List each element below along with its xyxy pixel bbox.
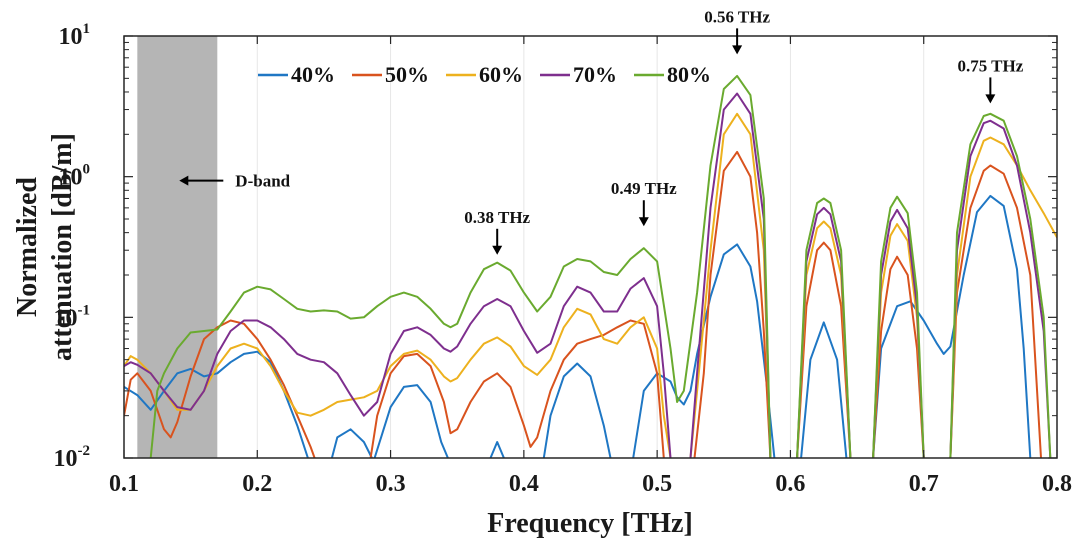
annotation-label: 0.49 THz [611,179,677,198]
legend-label: 80% [667,62,711,87]
legend-label: 40% [291,62,335,87]
tick-marks [123,35,1058,459]
series-line-50pct [124,150,1042,458]
annotation-arrow-head [985,94,996,104]
x-tick-label: 0.5 [642,471,672,497]
grid-lines [256,36,925,458]
legend-label: 70% [573,62,617,87]
annotation: 0.75 THz [957,56,1024,104]
series-line-70pct [124,92,1052,458]
annotation-arrow-head [492,245,503,255]
d-band-shaded-region [137,36,218,458]
annotation-label: D-band [235,172,290,191]
series-line-80pct [149,74,1052,458]
annotation-arrow-head [638,217,649,227]
x-tick-label: 0.4 [509,471,539,497]
x-tick-label: 0.8 [1042,471,1072,497]
annotation-label: 0.56 THz [704,7,770,26]
legend-item: 50% [352,62,429,87]
plot-background [124,36,1057,458]
annotation: 0.49 THz [611,179,677,227]
x-tick-labels: 0.1 0.2 0.3 0.4 0.5 0.6 0.7 0.8 [109,471,1072,497]
annotation-arrow-head [179,175,189,186]
x-tick-label: 0.7 [909,471,939,497]
x-tick-label: 0.3 [376,471,406,497]
x-axis-title: Frequency [THz] [487,508,693,539]
annotations: D-band 0.38 THz 0.49 THz 0.56 THz 0.75 THz [179,7,1024,255]
legend-label: 50% [385,62,429,87]
x-tick-label: 0.2 [242,471,272,497]
annotation: 0.38 THz [464,208,531,255]
y-tick-labels: 10-2 10-1 100 101 [54,21,91,472]
legend-item: 60% [446,62,523,87]
plot-frame [123,35,1058,459]
y-axis-title-line2: attenuation [dB/m] [47,133,78,361]
legend: 40% 50% 60% 70% 80% [258,62,711,87]
y-axis-title-line1: Normalized [12,177,43,317]
annotation-label: 0.75 THz [957,56,1023,75]
annotation: D-band [179,172,291,191]
legend-item: 80% [634,62,711,87]
series-line-60pct [124,112,1057,458]
y-tick-label: 10-2 [54,443,91,472]
x-tick-label: 0.6 [775,471,805,497]
y-tick-label: 101 [59,21,91,50]
annotation-label: 0.38 THz [464,208,530,227]
annotation-arrow-head [732,45,743,55]
legend-item: 70% [540,62,617,87]
legend-item: 40% [258,62,335,87]
series-line-40pct [124,194,1032,458]
x-tick-label: 0.1 [109,471,139,497]
y-tick-label: 100 [59,162,91,191]
y-tick-label: 10-1 [54,302,91,331]
legend-label: 60% [479,62,523,87]
series-group [124,74,1057,458]
annotation: 0.56 THz [704,7,770,55]
